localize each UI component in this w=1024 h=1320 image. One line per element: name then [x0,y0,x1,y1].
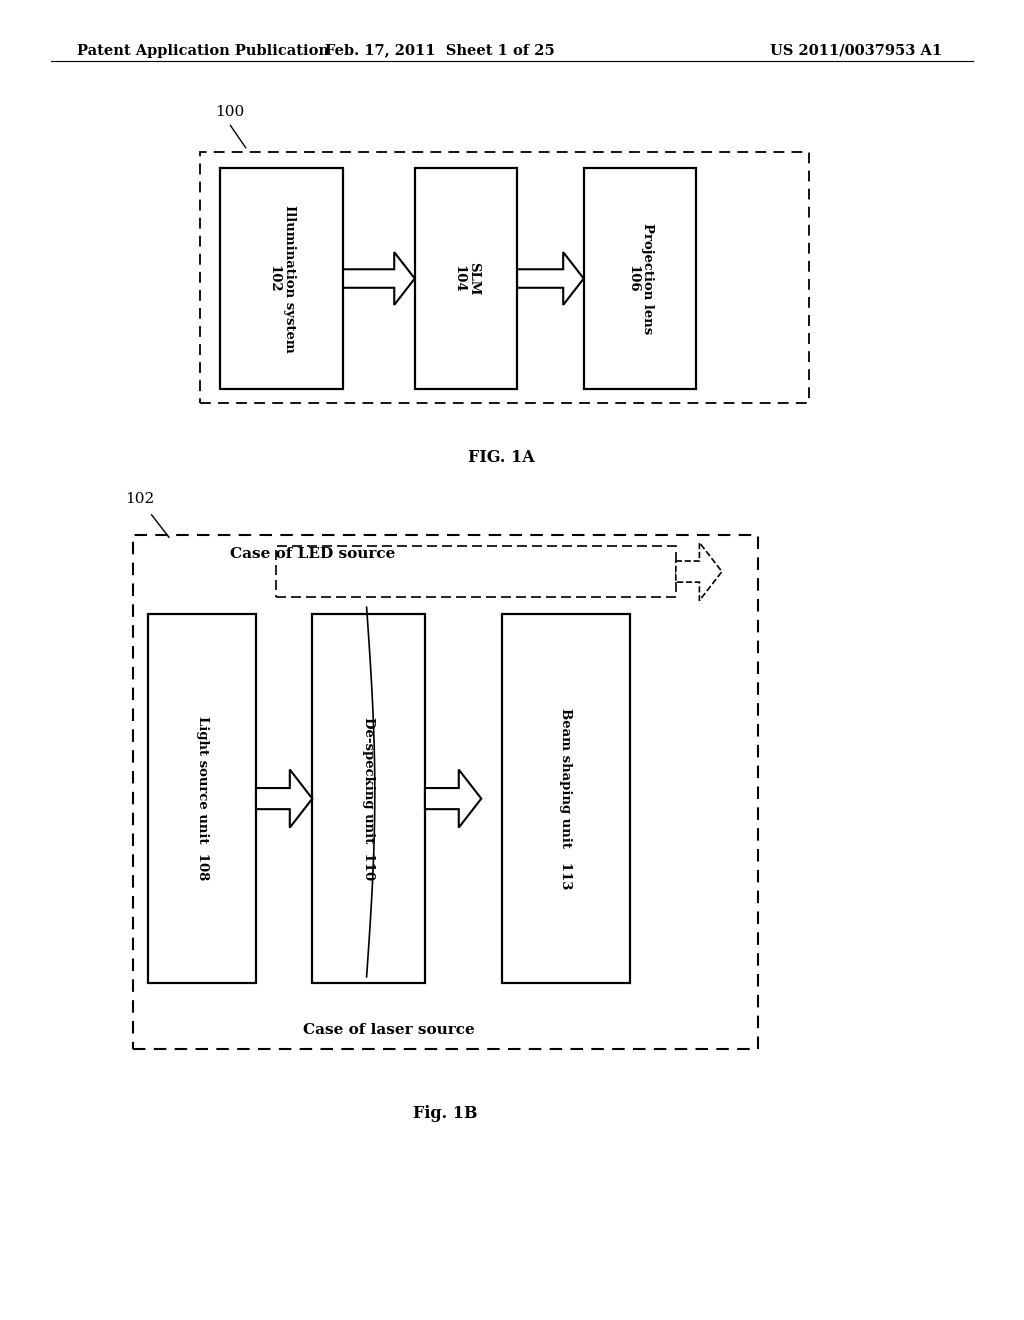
Bar [276,546,676,597]
Text: 100: 100 [215,104,245,119]
Polygon shape [425,770,481,828]
Text: SLM
104: SLM 104 [452,261,480,296]
Bar [312,614,425,983]
Text: 102: 102 [125,491,155,506]
Text: Illumination system
102: Illumination system 102 [267,205,296,352]
Text: US 2011/0037953 A1: US 2011/0037953 A1 [770,44,942,58]
Bar [502,614,630,983]
Bar [584,168,696,389]
Bar [415,168,517,389]
Text: Feb. 17, 2011  Sheet 1 of 25: Feb. 17, 2011 Sheet 1 of 25 [326,44,555,58]
Text: Fig. 1B: Fig. 1B [414,1105,477,1122]
Polygon shape [676,543,722,601]
Bar [220,168,343,389]
Polygon shape [517,252,584,305]
Text: Patent Application Publication: Patent Application Publication [77,44,329,58]
Text: Light source unit  108: Light source unit 108 [196,717,209,880]
Text: Projection lens
106: Projection lens 106 [626,223,654,334]
Text: FIG. 1A: FIG. 1A [468,449,536,466]
Polygon shape [343,252,415,305]
Text: Case of laser source: Case of laser source [303,1023,475,1038]
Text: Beam shaping unit   113: Beam shaping unit 113 [559,708,572,890]
Bar [200,152,809,403]
Bar [148,614,256,983]
Text: De-specking unit  110: De-specking unit 110 [362,717,375,880]
Polygon shape [256,770,312,828]
Bar [133,535,758,1049]
Text: Case of LED source: Case of LED source [230,546,395,561]
